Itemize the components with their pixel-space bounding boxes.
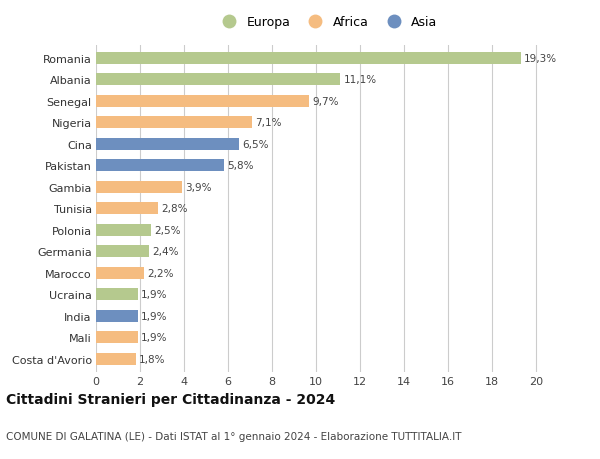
Bar <box>96 203 158 215</box>
Bar <box>96 117 252 129</box>
Text: 1,9%: 1,9% <box>141 290 167 300</box>
Text: 11,1%: 11,1% <box>343 75 377 85</box>
Text: 1,8%: 1,8% <box>139 354 166 364</box>
Bar <box>96 224 151 236</box>
Text: COMUNE DI GALATINA (LE) - Dati ISTAT al 1° gennaio 2024 - Elaborazione TUTTITALI: COMUNE DI GALATINA (LE) - Dati ISTAT al … <box>6 431 461 441</box>
Text: 2,8%: 2,8% <box>161 204 187 214</box>
Text: 2,5%: 2,5% <box>154 225 181 235</box>
Text: 9,7%: 9,7% <box>313 97 339 106</box>
Legend: Europa, Africa, Asia: Europa, Africa, Asia <box>217 16 437 29</box>
Text: 7,1%: 7,1% <box>256 118 282 128</box>
Text: 6,5%: 6,5% <box>242 140 269 150</box>
Text: 5,8%: 5,8% <box>227 161 253 171</box>
Text: 1,9%: 1,9% <box>141 311 167 321</box>
Text: 1,9%: 1,9% <box>141 332 167 342</box>
Bar <box>96 96 310 107</box>
Bar <box>96 331 138 343</box>
Bar <box>96 310 138 322</box>
Text: 2,4%: 2,4% <box>152 247 179 257</box>
Text: 3,9%: 3,9% <box>185 182 212 192</box>
Text: Cittadini Stranieri per Cittadinanza - 2024: Cittadini Stranieri per Cittadinanza - 2… <box>6 392 335 406</box>
Bar <box>96 160 224 172</box>
Bar <box>96 74 340 86</box>
Text: 19,3%: 19,3% <box>524 54 557 64</box>
Bar <box>96 267 145 279</box>
Bar <box>96 181 182 193</box>
Bar <box>96 289 138 301</box>
Bar <box>96 53 521 65</box>
Text: 2,2%: 2,2% <box>148 268 174 278</box>
Bar <box>96 139 239 151</box>
Bar <box>96 353 136 365</box>
Bar <box>96 246 149 257</box>
